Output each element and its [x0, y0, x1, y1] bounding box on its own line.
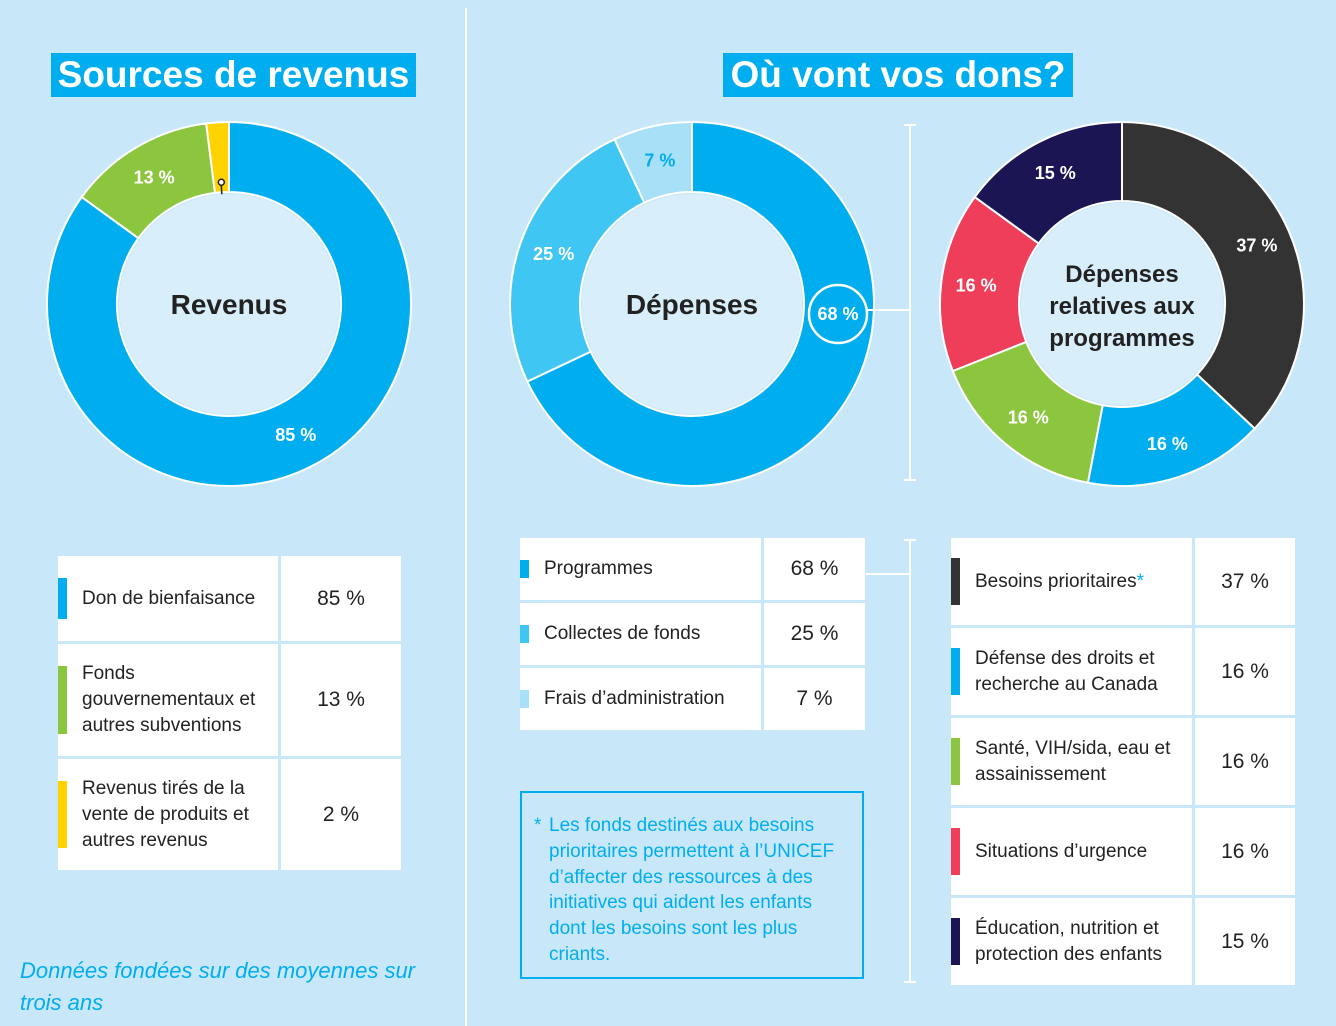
- donations-heading: Où vont vos dons?: [723, 53, 1073, 97]
- revenue-table-row: Fonds gouvernementaux et autres subventi…: [58, 644, 401, 756]
- programmes-table-label: Situations d’urgence: [975, 840, 1148, 862]
- revenue-table-label: Revenus tirés de la vente de produits et…: [82, 777, 249, 851]
- depenses-table-row: Collectes de fonds 25 %: [520, 603, 865, 665]
- programmes-center-label-3: programmes: [1049, 325, 1194, 352]
- depenses-table-color-swatch: [520, 625, 529, 643]
- depenses-table-label: Programmes: [544, 558, 653, 579]
- programmes-table-value: 37 %: [1195, 538, 1295, 625]
- programmes-table-label: Éducation, nutrition et protection des e…: [975, 917, 1162, 965]
- programmes-center: [1021, 203, 1223, 405]
- programmes-table-row: Besoins prioritaires* 37 %: [951, 538, 1295, 625]
- depenses-label-ring: [807, 283, 869, 345]
- programmes-table-label: Santé, VIH/sida, eau et assainissement: [975, 737, 1171, 785]
- programmes-data-label-3: 16 %: [1008, 407, 1049, 427]
- revenus-slice-1: [46, 120, 412, 487]
- programmes-table-color-swatch: [951, 828, 960, 875]
- depenses-data-label-1: 68 %: [817, 304, 858, 324]
- programmes-table-row: Éducation, nutrition et protection des e…: [951, 898, 1295, 985]
- depenses-table-row: Programmes 68 %: [520, 538, 865, 600]
- depenses-data-label-2: 25 %: [533, 244, 574, 264]
- depenses-center-label-1: Dépenses: [626, 289, 758, 320]
- programmes-table-row: Défense des droits et recherche au Canad…: [951, 628, 1295, 715]
- note-asterisk: *: [534, 815, 542, 836]
- programmes-table-color-swatch: [951, 558, 960, 605]
- programmes-slices: [939, 120, 1305, 487]
- depenses-table-label: Collectes de fonds: [544, 623, 701, 644]
- programmes-table-color-swatch: [951, 918, 960, 965]
- programmes-table-value: 16 %: [1195, 808, 1295, 895]
- programmes-table-label-cell: Santé, VIH/sida, eau et assainissement: [951, 718, 1192, 805]
- note-text: Les fonds destinés aux besoins prioritai…: [549, 815, 835, 965]
- priority-needs-note: * Les fonds destinés aux besoins priorit…: [520, 791, 864, 979]
- programmes-table-row: Situations d’urgence 16 %: [951, 808, 1295, 895]
- programmes-data-label-1: 37 %: [1236, 236, 1277, 256]
- programmes-data-label-5: 15 %: [1035, 163, 1076, 183]
- depenses-table-value: 68 %: [764, 538, 865, 600]
- programmes-table-color-swatch: [951, 648, 960, 695]
- depenses-table-label-cell: Programmes: [520, 538, 761, 600]
- revenue-heading: Sources de revenus: [51, 53, 416, 97]
- programmes-slice-1: [1121, 120, 1305, 431]
- depenses-table-value: 7 %: [764, 668, 865, 730]
- programmes-table-value: 15 %: [1195, 898, 1295, 985]
- revenue-table-label: Fonds gouvernementaux et autres subventi…: [82, 663, 256, 736]
- programmes-table-value: 16 %: [1195, 718, 1295, 805]
- programmes-table-asterisk: *: [1136, 570, 1144, 592]
- revenue-table-color-swatch: [58, 781, 67, 848]
- depenses-data-label-3: 7 %: [644, 151, 675, 171]
- revenue-table-color-swatch: [58, 578, 67, 619]
- programmes-table-color-swatch: [951, 738, 960, 785]
- programmes-table-label-cell: Défense des droits et recherche au Canad…: [951, 628, 1192, 715]
- depenses-table-value: 25 %: [764, 603, 865, 665]
- depenses-slice-2: [509, 137, 646, 383]
- revenue-table-value: 85 %: [281, 556, 401, 641]
- programmes-table-row: Santé, VIH/sida, eau et assainissement 16…: [951, 718, 1295, 805]
- programmes-table-label-cell: Éducation, nutrition et protection des e…: [951, 898, 1192, 985]
- programmes-table-value: 16 %: [1195, 628, 1295, 715]
- programmes-data-label-2: 16 %: [1147, 434, 1188, 454]
- revenus-center-label-1: Revenus: [171, 289, 288, 320]
- programmes-table-label-cell: Situations d’urgence: [951, 808, 1192, 895]
- depenses-table-row: Frais d’administration 7 %: [520, 668, 865, 730]
- revenue-table-label-cell: Revenus tirés de la vente de produits et…: [58, 759, 278, 870]
- depenses-slice-3: [613, 120, 693, 204]
- programmes-center-label-1: Dépenses: [1065, 261, 1178, 288]
- depenses-table-color-swatch: [520, 690, 529, 708]
- revenue-table-value: 2 %: [281, 759, 401, 870]
- revenus-slices: [46, 120, 412, 487]
- depenses-table-label-cell: Frais d’administration: [520, 668, 761, 730]
- programmes-slice-5: [973, 120, 1123, 245]
- programmes-center-label-2: relatives aux: [1049, 293, 1195, 320]
- revenue-table-label: Don de bienfaisance: [82, 587, 256, 609]
- programmes-table-label-cell: Besoins prioritaires*: [951, 538, 1192, 625]
- revenue-table-color-swatch: [58, 666, 67, 734]
- revenue-table-row: Don de bienfaisance 85 %: [58, 556, 401, 641]
- revenus-data-label-2: 13 %: [134, 167, 175, 187]
- revenus-center: [119, 194, 339, 414]
- revenue-table-row: Revenus tirés de la vente de produits et…: [58, 759, 401, 870]
- revenue-table-label-cell: Don de bienfaisance: [58, 556, 278, 641]
- revenus-slice-3: [205, 120, 230, 195]
- section-divider: [465, 8, 467, 1026]
- revenue-table-value: 13 %: [281, 644, 401, 756]
- depenses-table-label-cell: Collectes de fonds: [520, 603, 761, 665]
- depenses-center: [582, 194, 802, 414]
- programmes-table-label: Besoins prioritaires: [975, 570, 1137, 592]
- footer-note: Données fondées sur des moyennes sur tro…: [20, 958, 416, 1015]
- programmes-table-label: Défense des droits et recherche au Canad…: [975, 647, 1158, 695]
- depenses-slice-1: [525, 120, 875, 487]
- depenses-table-color-swatch: [520, 560, 529, 578]
- depenses-table-label: Frais d’administration: [544, 688, 725, 709]
- programmes-data-label-4: 16 %: [956, 276, 997, 296]
- depenses-slices: [509, 120, 875, 487]
- revenue-table-label-cell: Fonds gouvernementaux et autres subventi…: [58, 644, 278, 756]
- revenus-data-label-1: 85 %: [275, 425, 316, 445]
